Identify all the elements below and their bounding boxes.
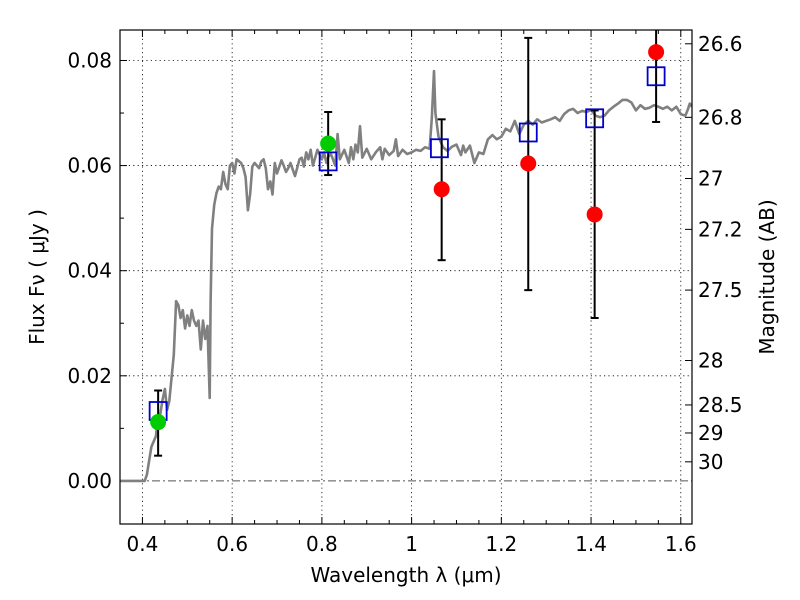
x-tick-label: 0.8	[306, 532, 338, 556]
y-tick-label: 0.08	[67, 48, 112, 72]
x-tick-label: 1.4	[575, 532, 607, 556]
plot-area	[120, 30, 692, 483]
y-right-tick-label: 27	[698, 166, 723, 190]
x-tick-label: 0.4	[127, 532, 159, 556]
x-tick-label: 1.6	[665, 532, 697, 556]
axis-labels: 0.4 0.6 0.8 1 1.2 1.4 1.6 0.00 0.02 0.04 0.06 0.08 2…	[67, 32, 742, 556]
axis-ticks	[119, 30, 692, 524]
observed-point-red	[520, 155, 537, 172]
x-axis-title: Wavelength λ (μm)	[310, 563, 501, 587]
model-spectrum-line	[120, 69, 692, 483]
y-right-tick-label: 26.8	[698, 105, 743, 129]
grid-lines	[120, 30, 692, 524]
y-right-tick-label: 27.2	[698, 217, 743, 241]
x-tick-label: 1.2	[485, 532, 517, 556]
model-bandpass-square	[646, 66, 666, 87]
observed-point-red	[586, 206, 603, 223]
model-bandpass-square	[318, 151, 338, 172]
y-tick-label: 0.00	[67, 469, 112, 493]
observed-point-green	[320, 135, 337, 152]
y-right-tick-label: 28.5	[698, 393, 743, 417]
y-right-tick-label: 30	[698, 450, 723, 474]
y-right-tick-label: 26.6	[698, 32, 743, 56]
model-bandpass-square	[518, 122, 538, 143]
y-tick-label: 0.04	[67, 259, 112, 283]
y-tick-label: 0.06	[67, 154, 112, 178]
y-tick-label: 0.02	[67, 364, 112, 388]
y-right-tick-label: 29	[698, 421, 723, 445]
plot-frame	[119, 29, 693, 525]
x-tick-label: 1	[405, 532, 418, 556]
y-axis-title: Flux Fν ( μJy )	[25, 209, 49, 345]
observed-point-red	[648, 44, 665, 61]
plot-clip-group	[120, 30, 692, 483]
model-bandpass-square	[430, 138, 449, 159]
observed-point-red	[433, 181, 450, 198]
y-right-tick-label: 27.5	[698, 278, 743, 302]
y-right-tick-label: 28	[698, 349, 723, 373]
observed-point-green	[150, 414, 167, 431]
y-axis-right-title: Magnitude (AB)	[755, 199, 779, 354]
model-bandpass-square	[585, 108, 605, 129]
x-tick-label: 0.6	[216, 532, 248, 556]
